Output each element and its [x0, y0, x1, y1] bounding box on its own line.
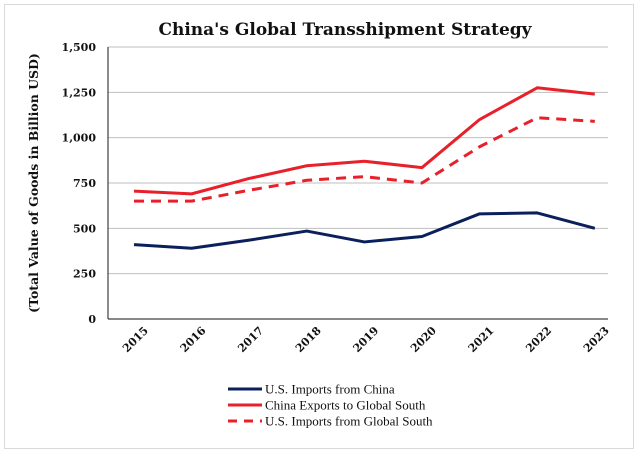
y-tick-label: 0	[88, 313, 96, 326]
x-tick-labels: 2015 2016 2017 2018 2019 2020 2021 2022 2023	[120, 324, 612, 355]
chart-title: China's Global Transshipment Strategy	[158, 20, 532, 40]
series-line-2	[133, 86, 595, 196]
series-line-3	[134, 116, 595, 203]
legend-label: China Exports to Global South	[265, 398, 426, 413]
x-tick-label: 2016	[178, 324, 209, 355]
gridlines	[108, 46, 608, 275]
x-tick-label: 2018	[293, 324, 324, 355]
axes	[107, 47, 608, 320]
series-lines	[133, 86, 596, 250]
y-tick-label: 750	[73, 177, 96, 190]
chart-frame	[4, 4, 634, 449]
x-tick-label: 2020	[408, 324, 439, 355]
y-tick-label: 1,250	[62, 86, 97, 99]
y-tick-label: 250	[73, 268, 96, 281]
x-tick-label: 2022	[523, 324, 554, 355]
x-tick-label: 2015	[120, 324, 151, 355]
x-tick-label: 2021	[466, 324, 497, 355]
x-tick-label: 2019	[351, 324, 382, 355]
y-tick-label: 500	[73, 222, 96, 235]
legend-label: U.S. Imports from China	[265, 382, 395, 397]
y-axis-label: (Total Value of Goods in Billion USD)	[26, 53, 41, 313]
legend-label: U.S. Imports from Global South	[265, 414, 433, 429]
y-tick-label: 1,500	[62, 41, 97, 54]
y-tick-label: 1,000	[62, 132, 97, 145]
series-line-1	[133, 211, 596, 250]
x-tick-label: 2017	[235, 324, 266, 355]
x-tick-label: 2023	[581, 324, 612, 355]
y-tick-labels: 0 250 500 750 1,000 1,250 1,500	[62, 41, 97, 326]
